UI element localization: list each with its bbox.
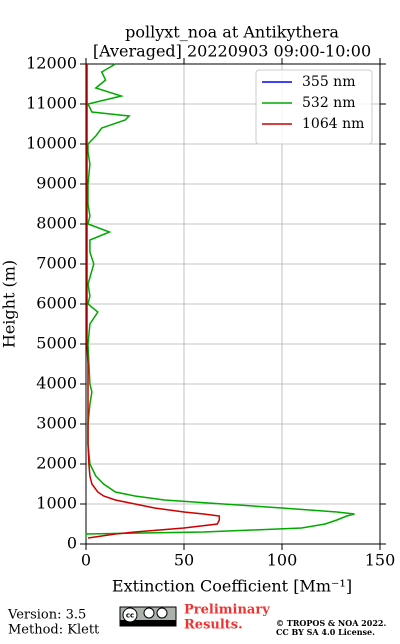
preliminary: Preliminary xyxy=(184,603,270,618)
y-tick-label: 8000 xyxy=(36,214,77,233)
legend-label: 1064 nm xyxy=(302,116,364,132)
method: Method: Klett xyxy=(8,623,100,638)
y-tick-label: 0 xyxy=(67,534,77,553)
y-tick-label: 5000 xyxy=(36,334,77,353)
x-tick-label: 50 xyxy=(174,551,194,570)
copyright: © TROPOS & NOA 2022. xyxy=(276,618,386,628)
version: Version: 3.5 xyxy=(7,608,86,623)
y-tick-label: 3000 xyxy=(36,414,77,433)
y-tick-label: 7000 xyxy=(36,254,77,273)
svg-text:cc: cc xyxy=(126,612,134,620)
profile-line xyxy=(85,63,355,538)
legend-label: 532 nm xyxy=(302,95,355,111)
chart-title: pollyxt_noa at Antikythera xyxy=(125,23,339,42)
legend-label: 355 nm xyxy=(302,74,355,90)
x-tick-label: 0 xyxy=(81,551,91,570)
y-tick-label: 12000 xyxy=(26,54,77,73)
y-tick-label: 10000 xyxy=(26,134,77,153)
y-tick-label: 11000 xyxy=(26,94,77,113)
plot-frame xyxy=(85,63,381,545)
chart-subtitle: [Averaged] 20220903 09:00-10:00 xyxy=(93,42,371,61)
y-tick-label: 6000 xyxy=(36,294,77,313)
y-tick-label: 1000 xyxy=(36,494,77,513)
results: Results. xyxy=(184,618,243,633)
y-tick-label: 2000 xyxy=(36,454,77,473)
x-tick-label: 150 xyxy=(365,551,396,570)
y-axis-label: Height (m) xyxy=(0,260,19,348)
profile-line xyxy=(86,64,221,539)
y-tick-label: 9000 xyxy=(36,174,77,193)
x-tick-label: 100 xyxy=(267,551,298,570)
y-tick-label: 4000 xyxy=(36,374,77,393)
legend-box xyxy=(255,69,373,145)
license: CC BY SA 4.0 License. xyxy=(276,627,375,637)
cc-badge: cc xyxy=(119,606,177,627)
x-axis-label: Extinction Coefficient [Mm⁻¹] xyxy=(112,577,352,596)
